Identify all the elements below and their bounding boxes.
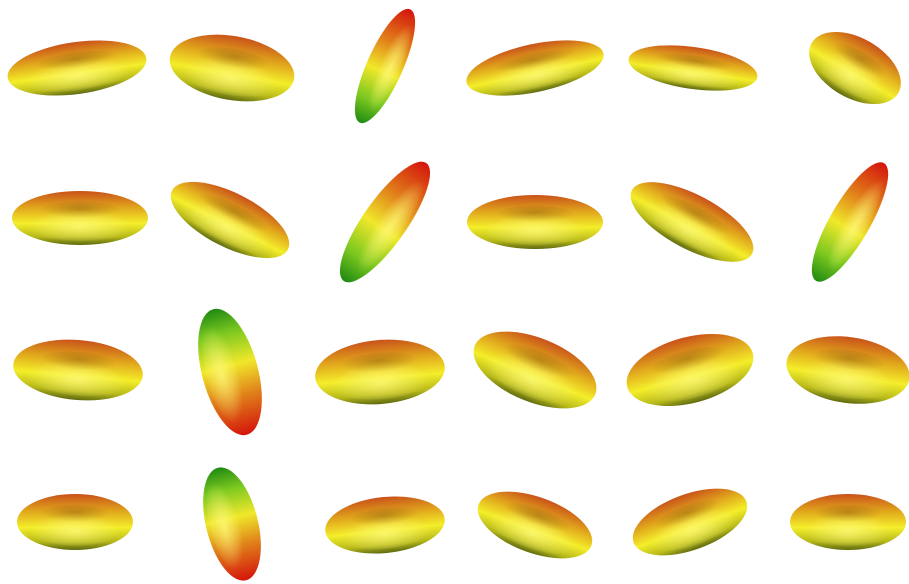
cell [797, 17, 909, 119]
page: Cells {} html, body { margin: 0; padding… [0, 0, 909, 584]
cell [462, 30, 609, 106]
cell [782, 329, 909, 412]
cell-dimple [813, 505, 883, 525]
cell [467, 195, 603, 249]
cell [322, 491, 447, 559]
cell [164, 26, 299, 111]
cell [312, 334, 447, 409]
cell-dimple [40, 505, 110, 525]
cell-dimple [494, 206, 576, 225]
cell [619, 321, 762, 418]
cell [11, 334, 146, 405]
cell [4, 33, 150, 104]
cell [624, 475, 756, 569]
cell [619, 166, 764, 278]
cell [799, 153, 902, 291]
cell [790, 494, 906, 550]
cell [626, 38, 761, 98]
cell [17, 494, 133, 550]
cell-highlight [340, 165, 435, 283]
cell [186, 302, 274, 442]
cell [160, 166, 300, 273]
page-body: (() => { const svg = document.getElement… [0, 0, 909, 584]
cell [326, 150, 445, 293]
cell [343, 2, 426, 130]
cell-dimple [39, 202, 121, 221]
cell [12, 191, 148, 245]
cell [469, 478, 601, 572]
cell [463, 316, 608, 424]
cell-grid [0, 0, 909, 584]
cell [193, 461, 272, 584]
